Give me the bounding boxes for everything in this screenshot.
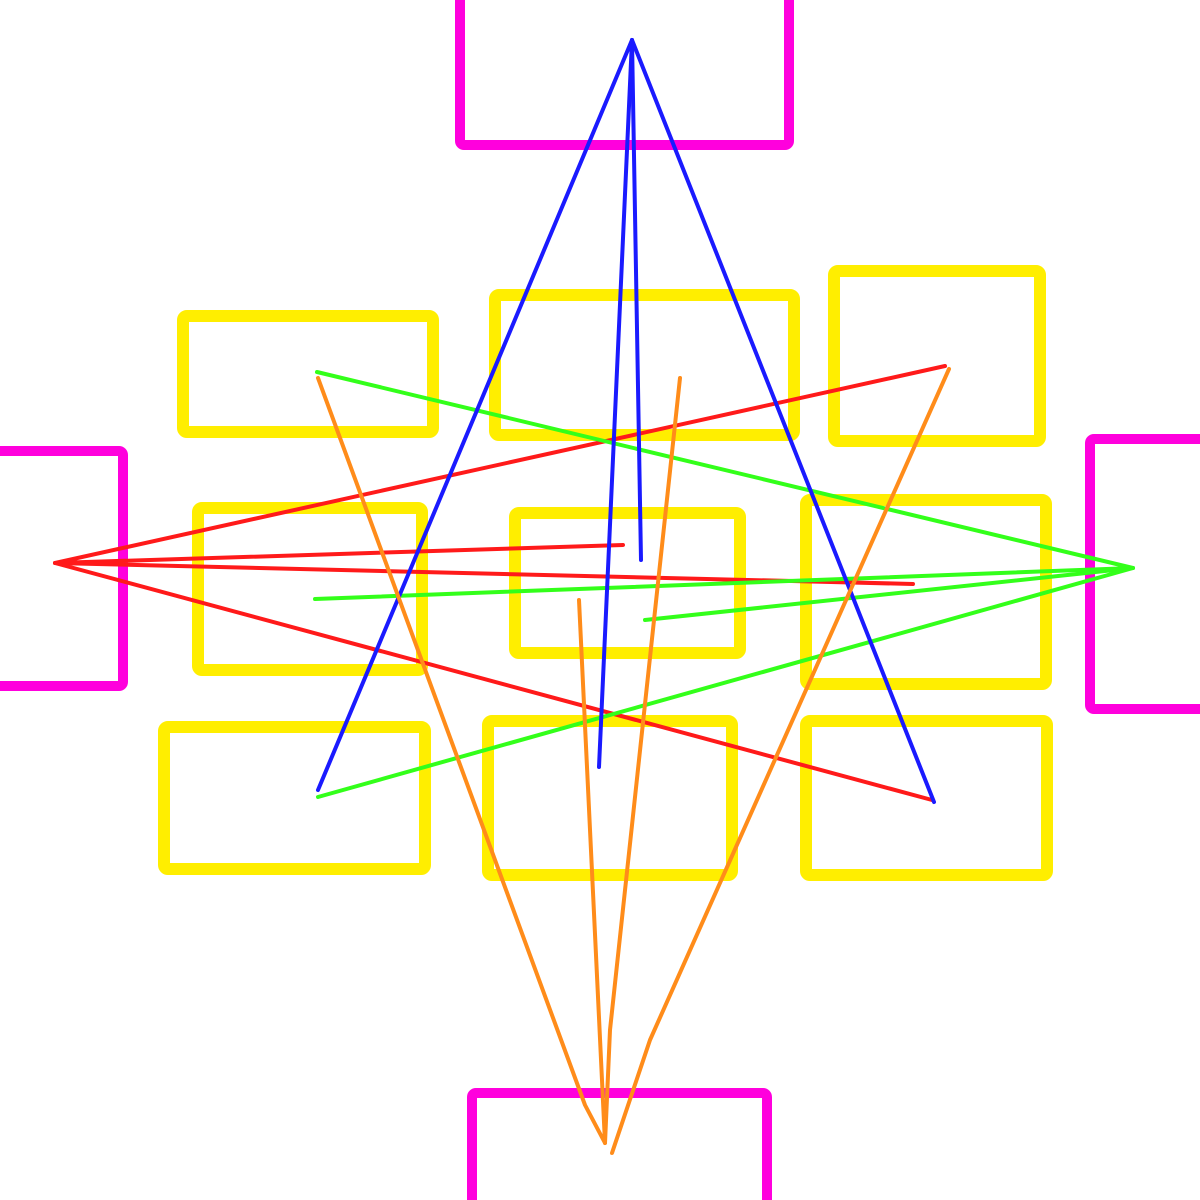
bottom-fan-line bbox=[316, 376, 607, 1145]
port-top bbox=[455, 0, 794, 150]
cell-top-right bbox=[828, 265, 1046, 447]
cell-bottom-left bbox=[158, 721, 431, 875]
cell-box-grid bbox=[158, 265, 1053, 881]
right-fan-line bbox=[316, 566, 1135, 799]
connector-fans bbox=[53, 38, 1135, 1155]
cell-bottom-center bbox=[482, 715, 738, 881]
top-fan-line bbox=[597, 38, 634, 769]
cell-bottom-right bbox=[800, 715, 1053, 881]
top-fan bbox=[316, 38, 936, 804]
cell-top-center bbox=[489, 289, 800, 441]
bottom-fan-line bbox=[603, 376, 682, 1145]
right-fan bbox=[313, 370, 1135, 799]
right-fan-line bbox=[643, 566, 1135, 622]
top-fan-line bbox=[630, 38, 643, 562]
port-bottom bbox=[467, 1088, 772, 1200]
port-left bbox=[0, 446, 128, 691]
cell-middle-left bbox=[192, 502, 428, 676]
bottom-fan bbox=[316, 367, 951, 1155]
cell-top-left bbox=[177, 310, 439, 438]
bottom-fan-line bbox=[610, 367, 951, 1155]
left-fan-line bbox=[53, 561, 934, 802]
